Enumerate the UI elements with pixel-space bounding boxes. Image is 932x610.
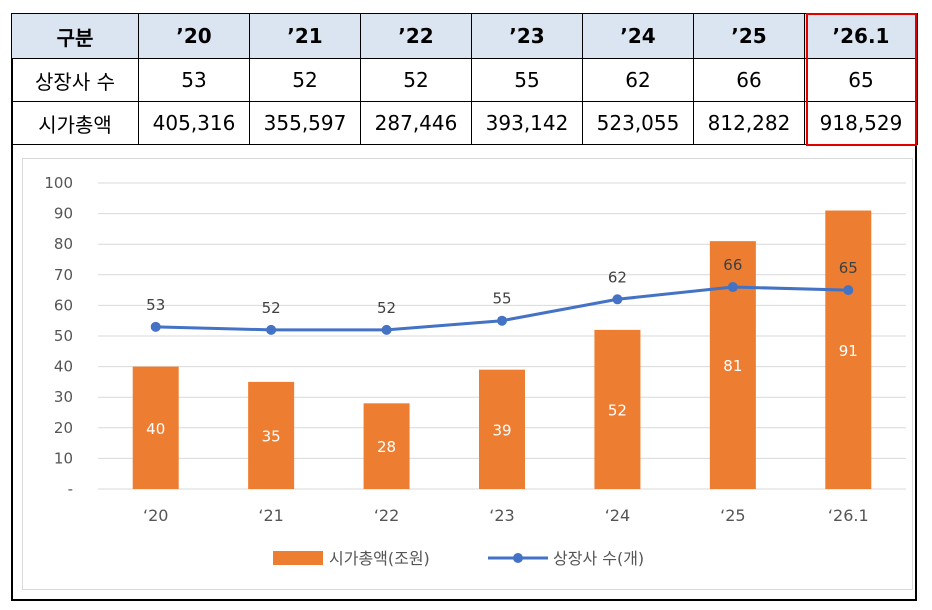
- bar: [594, 329, 641, 489]
- line-data-label: 53: [146, 296, 165, 314]
- header-year: ’20: [138, 13, 250, 59]
- bar: [825, 210, 872, 489]
- line-point: [497, 315, 507, 326]
- header-category: 구분: [11, 13, 139, 59]
- table-cell: 62: [582, 58, 694, 102]
- y-tick-label: 50: [54, 327, 73, 345]
- line-data-label: 65: [839, 259, 858, 277]
- line-point: [612, 294, 623, 305]
- row-label: 시가총액: [11, 101, 139, 145]
- bar: [363, 403, 410, 489]
- header-year: ’23: [471, 13, 583, 59]
- table-row: 시가총액 405,316 355,597 287,446 393,142 523…: [11, 101, 918, 145]
- x-tick-label: ‘20: [143, 506, 168, 525]
- table-cell: 66: [693, 58, 805, 102]
- legend-label: 시가총액(조원): [329, 549, 430, 568]
- table-cell: 355,597: [249, 101, 361, 145]
- y-tick-label: 30: [54, 388, 73, 406]
- bar: [479, 369, 525, 489]
- y-tick-label: 100: [44, 174, 73, 192]
- bar-data-label: 39: [492, 421, 511, 439]
- table-header-row: 구분 ’20 ’21 ’22 ’23 ’24 ’25 ’26.1: [11, 13, 918, 59]
- table-cell: 393,142: [471, 101, 583, 145]
- x-tick-label: ‘26.1: [828, 506, 869, 525]
- table-row: 상장사 수 53 52 52 55 62 66 65: [11, 58, 918, 102]
- line-point: [727, 282, 738, 293]
- bar-data-label: 91: [839, 342, 858, 360]
- y-tick-label: 90: [54, 205, 73, 223]
- y-tick-label: 20: [54, 419, 73, 437]
- bar-data-label: 35: [262, 427, 281, 445]
- bar-data-label: 40: [146, 420, 165, 438]
- table-cell: 287,446: [360, 101, 472, 145]
- line-data-label: 62: [608, 268, 627, 286]
- table-cell: 53: [138, 58, 250, 102]
- header-year: ’24: [582, 13, 694, 59]
- summary-table: 구분 ’20 ’21 ’22 ’23 ’24 ’25 ’26.1 상장사 수 5…: [11, 13, 918, 145]
- line-point: [150, 321, 161, 332]
- bar-data-label: 28: [377, 438, 396, 456]
- x-tick-label: ‘25: [720, 506, 745, 525]
- x-tick-label: ‘24: [605, 506, 630, 525]
- legend-bar-swatch: [273, 551, 323, 565]
- line-data-label: 52: [377, 299, 396, 317]
- line-point: [381, 324, 392, 335]
- line-point: [843, 285, 854, 296]
- x-tick-label: ‘21: [258, 506, 283, 525]
- line-data-label: 52: [262, 299, 281, 317]
- bar: [132, 366, 179, 489]
- table-cell: 523,055: [582, 101, 694, 145]
- table-cell: 918,529: [804, 101, 918, 145]
- y-tick-label: 60: [54, 296, 73, 314]
- bar-data-label: 81: [723, 357, 742, 375]
- line-data-label: 55: [492, 290, 511, 308]
- y-tick-label: 10: [54, 449, 73, 467]
- line-data-label: 66: [723, 256, 742, 274]
- x-tick-label: ‘22: [374, 506, 399, 525]
- y-tick-label: 70: [54, 266, 73, 284]
- table-cell: 55: [471, 58, 583, 102]
- legend-label: 상장사 수(개): [553, 549, 644, 568]
- bar-data-label: 52: [608, 401, 627, 419]
- y-tick-label: -: [68, 480, 73, 498]
- header-year: ’22: [360, 13, 472, 59]
- legend-line-marker: [513, 553, 523, 563]
- header-year: ’25: [693, 13, 805, 59]
- bar: [248, 381, 295, 489]
- table-cell: 52: [249, 58, 361, 102]
- chart-area: - 10 20 30 40 50 60 70 80 90 100 40 35 28 39 52 81 91 53 52…: [22, 158, 913, 590]
- row-label: 상장사 수: [11, 58, 139, 102]
- x-tick-label: ‘23: [489, 506, 514, 525]
- table-cell: 52: [360, 58, 472, 102]
- y-tick-label: 40: [54, 358, 73, 376]
- table-cell: 405,316: [138, 101, 250, 145]
- combo-chart: - 10 20 30 40 50 60 70 80 90 100 40 35 28 39 52 81 91 53 52…: [44, 174, 906, 568]
- y-tick-label: 80: [54, 235, 73, 253]
- highlight-box: [806, 13, 917, 146]
- line-point: [266, 324, 277, 335]
- table-cell: 812,282: [693, 101, 805, 145]
- header-year: ’21: [249, 13, 361, 59]
